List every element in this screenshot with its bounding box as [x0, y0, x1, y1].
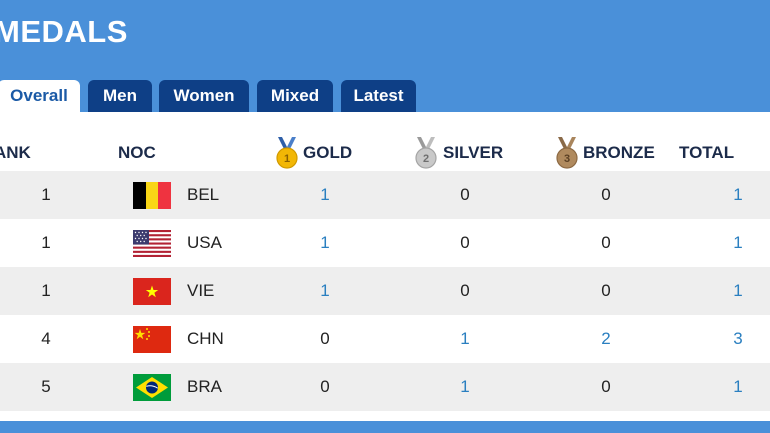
gold-count[interactable]: 1: [320, 281, 330, 300]
bronze-medal-icon: 3: [556, 137, 578, 169]
total-count[interactable]: 3: [733, 329, 743, 348]
china-flag-icon: [133, 326, 171, 353]
medal-table: ANK NOC 1 GOLD 2 SILVER 3 BRONZE TOTAL 1…: [0, 112, 770, 412]
table-row[interactable]: 1 BEL 1 0 0 1: [0, 171, 770, 219]
tab-men[interactable]: Men: [88, 80, 152, 112]
bronze-medal-number: 3: [564, 153, 570, 165]
rank-cell: 1: [41, 281, 51, 300]
noc-column-header[interactable]: NOC: [118, 143, 156, 162]
rank-cell: 1: [41, 233, 51, 252]
rank-cell: 1: [41, 185, 51, 204]
table-row[interactable]: 1 VIE 1 0 0 1: [0, 267, 770, 315]
gold-medal-number: 1: [284, 153, 290, 165]
rank-column-header[interactable]: ANK: [0, 143, 31, 162]
usa-flag-icon: [133, 230, 171, 257]
table-row[interactable]: 4 CHN 0 1 2 3: [0, 315, 770, 363]
gold-count[interactable]: 1: [320, 233, 330, 252]
page-title: MEDALS: [0, 14, 128, 49]
noc-code[interactable]: CHN: [187, 329, 224, 348]
bottom-border: [0, 421, 770, 433]
noc-code[interactable]: BRA: [187, 377, 222, 396]
silver-count: 0: [460, 233, 470, 252]
silver-column-header[interactable]: SILVER: [443, 143, 504, 162]
silver-count[interactable]: 1: [460, 377, 470, 396]
vietnam-flag-icon: [133, 278, 171, 305]
total-count[interactable]: 1: [733, 281, 743, 300]
total-count[interactable]: 1: [733, 233, 743, 252]
silver-medal-icon: 2: [415, 137, 437, 169]
table-row[interactable]: 5 BRA 0 1 0 1: [0, 363, 770, 411]
gold-medal-icon: 1: [276, 137, 298, 169]
noc-code[interactable]: BEL: [187, 185, 220, 204]
medals-header: MEDALS Overall Men Women Mixed Latest: [0, 0, 770, 112]
noc-code[interactable]: VIE: [187, 281, 215, 300]
bronze-count: 0: [601, 281, 611, 300]
gold-column-header[interactable]: GOLD: [303, 143, 353, 162]
bronze-count: 0: [601, 185, 611, 204]
bronze-count[interactable]: 2: [601, 329, 611, 348]
brazil-flag-icon: [133, 374, 171, 401]
tab-overall[interactable]: Overall: [0, 80, 80, 112]
total-count[interactable]: 1: [733, 377, 743, 396]
tab-mixed[interactable]: Mixed: [257, 80, 333, 112]
silver-count: 0: [460, 185, 470, 204]
bronze-column-header[interactable]: BRONZE: [583, 143, 655, 162]
rank-cell: 5: [41, 377, 51, 396]
silver-count: 0: [460, 281, 470, 300]
bronze-count: 0: [601, 233, 611, 252]
rank-cell: 4: [41, 329, 51, 348]
silver-count[interactable]: 1: [460, 329, 470, 348]
silver-medal-number: 2: [423, 153, 429, 165]
bronze-count: 0: [601, 377, 611, 396]
noc-code[interactable]: USA: [187, 233, 222, 252]
gold-count: 0: [320, 377, 330, 396]
total-column-header[interactable]: TOTAL: [679, 143, 735, 162]
total-count[interactable]: 1: [733, 185, 743, 204]
tab-latest[interactable]: Latest: [341, 80, 416, 112]
tab-women[interactable]: Women: [159, 80, 249, 112]
table-row[interactable]: 1 USA 1 0 0 1: [0, 219, 770, 267]
belgium-flag-icon: [133, 182, 171, 209]
gold-count: 0: [320, 329, 330, 348]
gold-count[interactable]: 1: [320, 185, 330, 204]
